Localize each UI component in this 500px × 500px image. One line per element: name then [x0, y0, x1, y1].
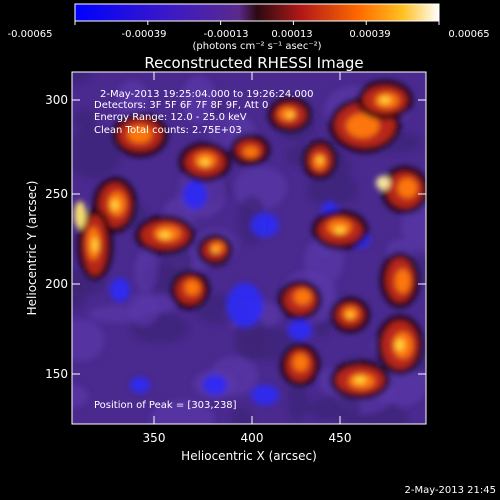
- annotation-clean: Clean Total counts: 2.75E+03: [94, 125, 242, 136]
- image-texture: [227, 283, 263, 327]
- image-texture: [128, 293, 159, 326]
- image-texture: [134, 248, 158, 293]
- image-texture: [317, 156, 323, 164]
- image-texture: [233, 316, 270, 361]
- image-texture: [334, 226, 346, 234]
- image-texture: [203, 375, 227, 395]
- colorbar-tick-label: 0.00065: [448, 29, 489, 40]
- image-texture: [130, 377, 150, 393]
- y-tick-label: 250: [45, 187, 68, 201]
- image-texture: [92, 237, 98, 253]
- x-axis-ticks: [153, 72, 341, 424]
- x-tick-label: 450: [329, 431, 352, 445]
- image-texture: [230, 406, 254, 424]
- image-texture: [73, 109, 97, 130]
- image-texture: [181, 75, 217, 124]
- image-texture: [111, 199, 119, 211]
- image-texture: [116, 79, 149, 120]
- y-tick-label: 150: [45, 367, 68, 381]
- image-texture: [288, 320, 312, 340]
- y-axis-ticks: [72, 99, 426, 375]
- footer-timestamp: 2-May-2013 21:45: [404, 485, 496, 496]
- image-texture: [306, 174, 359, 206]
- colorbar-ticks: [74, 21, 440, 25]
- image-texture: [379, 96, 391, 104]
- image-texture: [354, 376, 366, 384]
- image-texture: [243, 146, 259, 158]
- image-texture: [72, 72, 93, 84]
- reconstructed-image: [72, 72, 426, 424]
- image-texture: [292, 353, 309, 372]
- colorbar-tick-label: -0.00013: [204, 29, 249, 40]
- image-texture: [74, 201, 86, 229]
- image-texture: [251, 385, 279, 405]
- image-texture: [72, 127, 122, 179]
- y-tick-label: 300: [45, 93, 68, 107]
- image-texture: [72, 384, 89, 408]
- image-texture: [293, 289, 312, 305]
- image-texture: [305, 396, 361, 420]
- x-tick-label: 400: [241, 431, 264, 445]
- image-texture: [183, 181, 207, 209]
- image-texture: [212, 247, 218, 253]
- annotation-peak: Position of Peak = [303,238]: [94, 400, 237, 411]
- colorbar-tick-label: 0.00013: [271, 29, 312, 40]
- y-axis-label: Heliocentric Y (arcsec): [25, 181, 39, 316]
- image-texture: [376, 176, 390, 190]
- image-texture: [346, 113, 380, 138]
- colorbar-tick-label: -0.00065: [8, 29, 53, 40]
- image-texture: [110, 278, 130, 302]
- image-texture: [251, 213, 279, 237]
- image-texture: [395, 339, 405, 351]
- image-texture: [184, 279, 200, 296]
- image-texture: [286, 112, 294, 118]
- image-texture: [127, 125, 152, 144]
- x-axis-label: Heliocentric X (arcsec): [181, 449, 317, 463]
- image-texture: [159, 231, 171, 239]
- annotation-time-range: 2-May-2013 19:25:04.000 to 19:26:24.000: [100, 89, 313, 100]
- image-texture: [200, 158, 210, 166]
- image-texture: [72, 319, 105, 362]
- colorbar-tick-label: -0.00039: [122, 29, 167, 40]
- colorbar: [74, 3, 440, 22]
- colorbar-units: (photons cm⁻² s⁻¹ asec⁻²): [192, 41, 321, 52]
- annotation-energy: Energy Range: 12.0 - 25.0 keV: [94, 112, 247, 123]
- annotation-detectors: Detectors: 3F 5F 6F 7F 8F 9F, Att 0: [94, 100, 268, 111]
- image-texture: [397, 178, 418, 198]
- plot-frame: [71, 71, 427, 425]
- image-texture: [394, 269, 411, 294]
- image-texture: [150, 399, 215, 424]
- image-texture: [346, 312, 354, 318]
- plot-title: Reconstructed RHESSI Image: [144, 54, 363, 72]
- x-tick-label: 350: [143, 431, 166, 445]
- colorbar-tick-label: 0.00039: [349, 29, 390, 40]
- y-tick-label: 200: [45, 277, 68, 291]
